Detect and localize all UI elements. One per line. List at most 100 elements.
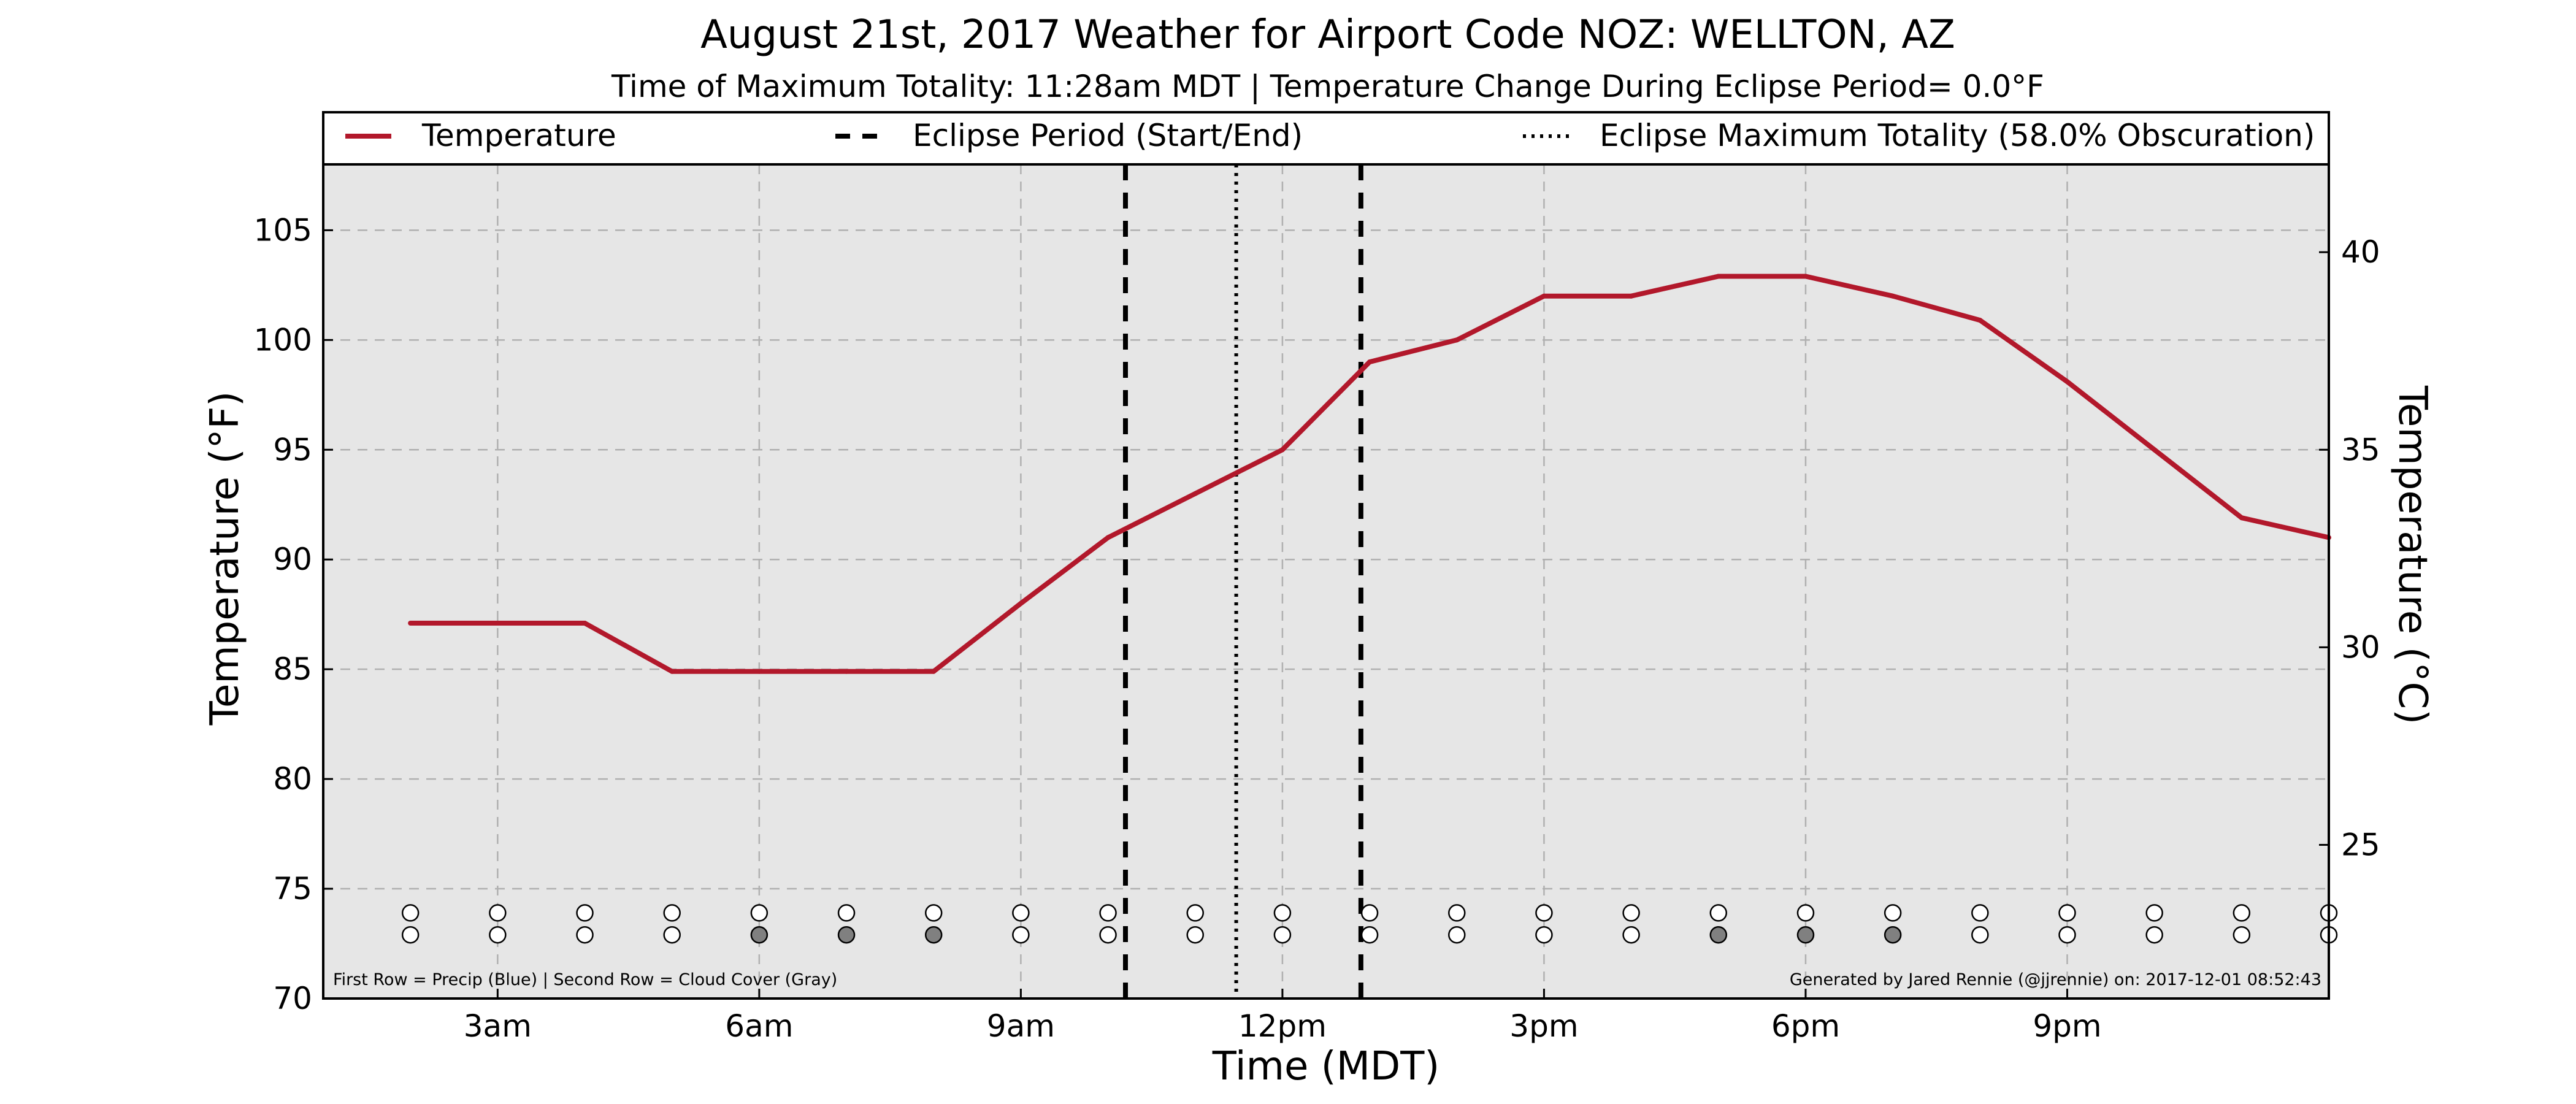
x-axis: 3am 6am 9am 12pm 3pm 6pm 9pm (464, 989, 2102, 1044)
series-layer (408, 274, 2331, 674)
x-tick-label: 9am (987, 1008, 1055, 1044)
temperature-point (2064, 379, 2070, 385)
legend: Temperature Eclipse Period (Start/End) E… (345, 118, 2315, 153)
precip-marker (663, 904, 681, 922)
cloud-marker (576, 926, 594, 944)
y-axis-label-left: Temperature (°F) (202, 391, 248, 726)
cloud-marker (1273, 926, 1292, 944)
footnote-right: Generated by Jared Rennie (@jjrennie) on… (1790, 970, 2321, 989)
y-tick-label: 105 (254, 212, 312, 248)
y2-tick-label: 30 (2341, 629, 2380, 665)
y-tick-label: 90 (273, 542, 312, 577)
cloud-marker (1796, 926, 1815, 944)
x-tick-label: 9pm (2033, 1008, 2101, 1044)
precip-marker (924, 904, 943, 922)
precip-marker (1186, 904, 1204, 922)
cloud-marker (924, 926, 943, 944)
cloud-marker (1360, 926, 1379, 944)
y-tick-label: 100 (254, 322, 312, 358)
footnote-left: First Row = Precip (Blue) | Second Row =… (333, 970, 837, 989)
cloud-marker (1186, 926, 1204, 944)
x-tick-label: 6pm (1771, 1008, 1840, 1044)
temperature-point (582, 621, 588, 626)
y2-tick-label: 35 (2341, 432, 2380, 467)
y2-tick-label: 40 (2341, 234, 2380, 270)
precip-marker (1099, 904, 1117, 922)
cloud-marker (2058, 926, 2076, 944)
x-tick-label: 3am (464, 1008, 532, 1044)
precip-marker (401, 904, 420, 922)
temperature-point (1018, 600, 1024, 606)
precip-marker (576, 904, 594, 922)
temperature-point (1977, 318, 1983, 323)
grid-layer (323, 164, 2329, 999)
x-tick-label: 12pm (1238, 1008, 1327, 1044)
cloud-marker (1622, 926, 1640, 944)
cloud-marker (2233, 926, 2251, 944)
cloud-marker (1099, 926, 1117, 944)
temperature-point (669, 669, 675, 674)
eclipse-lines (1123, 164, 1363, 999)
y-axis-left: 70 75 80 85 90 95 100 105 (254, 212, 333, 1016)
precip-marker (1971, 904, 1989, 922)
temperature-point (1367, 359, 1373, 365)
precip-marker (489, 904, 507, 922)
legend-label-temperature: Temperature (421, 118, 616, 153)
cloud-marker (1012, 926, 1030, 944)
cloud-marker (2145, 926, 2163, 944)
cloud-marker (1971, 926, 1989, 944)
y-tick-label: 70 (273, 981, 312, 1016)
temperature-point (756, 669, 762, 674)
temperature-point (1890, 293, 1896, 299)
temperature-point (2239, 515, 2244, 521)
temperature-point (1279, 447, 1285, 453)
precip-marker (1448, 904, 1466, 922)
cloud-marker (837, 926, 856, 944)
temperature-point (844, 669, 849, 674)
temperature-point (1628, 293, 1634, 299)
temperature-point (1715, 274, 1721, 279)
precip-marker (1012, 904, 1030, 922)
legend-label-eclipse-max: Eclipse Maximum Totality (58.0% Obscurat… (1600, 118, 2315, 153)
cloud-marker (1448, 926, 1466, 944)
precip-marker (1796, 904, 1815, 922)
y-tick-label: 95 (273, 432, 312, 467)
plot-frame (322, 111, 2330, 1000)
x-axis-label: Time (MDT) (1212, 1044, 1440, 1089)
cloud-marker (1535, 926, 1553, 944)
y-axis-right: 25 30 35 40 (2319, 234, 2380, 862)
plot-area (323, 164, 2329, 999)
y2-tick-label: 25 (2341, 827, 2380, 862)
y-tick-label: 85 (273, 651, 312, 687)
precip-marker (1709, 904, 1728, 922)
precip-marker (1884, 904, 1902, 922)
temperature-point (1454, 337, 1460, 343)
y-tick-label: 80 (273, 761, 312, 797)
cloud-marker (401, 926, 420, 944)
precip-marker (837, 904, 856, 922)
y-tick-label: 75 (273, 871, 312, 907)
temperature-point (1803, 274, 1808, 279)
legend-label-eclipse-period: Eclipse Period (Start/End) (913, 118, 1303, 153)
precip-marker (750, 904, 769, 922)
y-axis-label-right: Temperature (°C) (2390, 385, 2435, 724)
temperature-point (495, 621, 500, 626)
temperature-point (1192, 491, 1198, 496)
x-tick-label: 6am (725, 1008, 793, 1044)
precip-marker (2145, 904, 2163, 922)
temperature-point (408, 621, 413, 626)
precip-marker (1622, 904, 1640, 922)
cloud-marker (1884, 926, 1902, 944)
x-tick-label: 3pm (1509, 1008, 1578, 1044)
temperature-point (931, 669, 937, 674)
temperature-point (2152, 447, 2157, 453)
precip-marker (2233, 904, 2251, 922)
cloud-marker (663, 926, 681, 944)
precip-marker (1273, 904, 1292, 922)
precip-marker (1535, 904, 1553, 922)
cloud-marker (750, 926, 769, 944)
chart-subtitle: Time of Maximum Totality: 11:28am MDT | … (611, 69, 2044, 104)
temperature-point (1105, 535, 1111, 540)
